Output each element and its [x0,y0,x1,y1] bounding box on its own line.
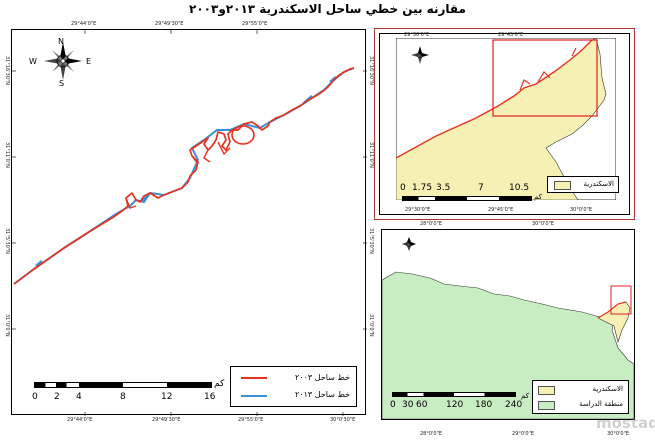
inset-top-scale-label: 3.5 [436,183,451,193]
inset-bottom-scale-label: 240 [505,400,523,410]
inset-top-scale-label: 7 [478,183,484,193]
inset-bottom-legend-label-alex: الاسكندرية [592,385,623,393]
inset-bottom-scale-label: 0 [390,400,396,410]
legend-item-2003: خط ساحل ٢٠٠٣ [295,373,350,382]
inset-top-study-extent [492,39,598,117]
compass-s: S [59,79,65,88]
inset-bottom-compass-icon [402,237,416,251]
inset-top-scale-label: 1.75 [412,183,433,193]
inset-bottom-study-extent [610,285,632,315]
inset-top-scale-label: 0 [400,183,406,193]
inset-bottom-legend-label-study: منطقة الدراسة [579,400,623,408]
inset-bottom-bottom-tick: 28°0'0"E [420,431,443,437]
inset-bottom-bottom-tick: 29°0'0"E [512,431,535,437]
inset-bottom-legend-swatch-alex [538,386,555,395]
inset-top-canvas [396,38,616,200]
inset-top-compass-icon [411,46,429,64]
main-bottom-tick: 29°49'30"E [152,417,181,423]
main-left-tick: 31°11'0"N [4,142,10,168]
compass-rose-icon [44,42,82,80]
inset-bottom-scale-label: 180 [475,400,493,410]
main-map-canvas [12,30,367,416]
inset-top-bottom-tick: 30°0'0"E [570,207,593,213]
main-scale-bar [34,382,212,388]
main-scale-label: 8 [120,392,126,402]
main-scale-unit: كم [214,379,225,389]
inset-top-scale-label: 10.5 [509,183,530,193]
inset-bottom-legend-swatch-study [538,401,555,410]
inset-bottom-bottom-tick: 30°0'0"E [607,431,630,437]
inset-bottom-scale-label: 120 [446,400,464,410]
main-bottom-tick: 29°55'0"E [238,417,264,423]
main-scale-label: 0 [32,392,38,402]
inset-bottom-scale-unit: كم [521,392,529,400]
coastline-2003 [13,67,355,285]
inset-top-legend-swatch [554,181,571,190]
main-map-frame: 29°44'0"E 29°49'30"E 29°55'0"E 29°44'0"E… [4,21,374,423]
compass-n: N [58,37,64,46]
main-top-tick: 29°55'0"E [242,21,268,27]
main-right-tick: 31°0'0"N [368,314,374,337]
inset-top-legend-label: الاسكندرية [583,180,614,188]
main-left-tick: 31°5'30"N [4,228,10,254]
main-scale-label: 4 [76,392,82,402]
inset-top-scale-unit: كم [534,193,542,201]
inset-top-top-tick: 29°45'0"E [498,32,524,38]
watermark: mostaql [596,414,655,432]
inset-bottom-scale-bar [392,392,516,397]
legend-swatch-2013 [241,395,267,397]
inset-top-legend: الاسكندرية [547,176,619,193]
main-scale-label: 16 [204,392,216,402]
inset-top-top-tick: 29°30'0"E [404,32,430,38]
map-title: مقارنه بين خطي ساحل الاسكندرية ٢٠١٣و٢٠٠٣ [189,2,466,16]
main-bottom-tick: 29°44'0"E [67,417,93,423]
inset-top-bottom-tick: 29°45'0"E [488,207,514,213]
main-left-tick: 31°0'0"N [4,314,10,337]
legend-swatch-2003 [241,377,267,379]
inset-bottom-scale-label: 30 [402,400,414,410]
legend-item-2013: خط ساحل ٢٠١٣ [295,390,350,399]
main-scale-label: 12 [161,392,173,402]
inset-bottom-top-tick: 28°0'0"E [420,221,443,227]
main-top-tick: 29°44'0"E [71,21,97,27]
inset-bottom-legend: الاسكندرية منطقة الدراسة [532,380,629,414]
inset-bottom-scale-label: 60 [416,400,428,410]
main-scale-label: 2 [54,392,60,402]
inset-top-scale-bar [402,196,532,201]
main-bottom-tick: 30°0'30"E [330,417,356,423]
main-left-tick: 31°16'30"N [4,56,10,86]
inset-top-bottom-tick: 29°30'0"E [405,207,431,213]
inset-bottom-top-tick: 30°0'0"E [532,221,555,227]
compass-w: W [29,57,37,66]
main-top-tick: 29°49'30"E [155,21,184,27]
compass-e: E [86,57,92,66]
main-legend: خط ساحل ٢٠٠٣ خط ساحل ٢٠١٣ [230,366,357,407]
coastline-2013 [13,67,355,285]
main-right-tick: 31°5'30"N [368,228,374,254]
